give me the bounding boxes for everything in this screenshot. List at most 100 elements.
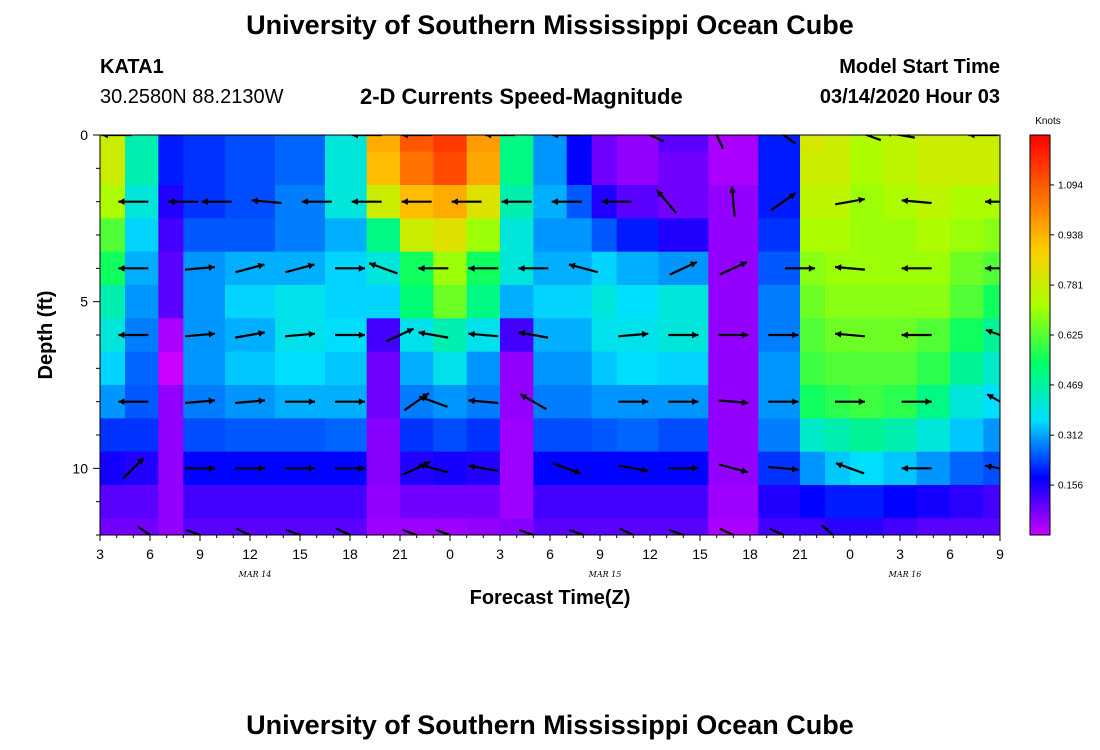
current-vector (285, 398, 315, 406)
colorbar: Knots 1.094 0.938 0.781 0.625 0.469 0.312 0.15… (1029, 116, 1083, 536)
heatmap-cell (591, 518, 618, 535)
heatmap-cell (950, 185, 984, 219)
heatmap-cell (708, 518, 759, 535)
heatmap-cell (366, 418, 401, 453)
colorbar-tick-label: 0.156 (1058, 481, 1083, 492)
heatmap-cell (225, 285, 276, 319)
current-vector (668, 398, 699, 406)
heatmap-cell (500, 518, 534, 535)
x-tick-label: 6 (546, 546, 554, 562)
current-vector (568, 262, 599, 274)
heatmap-cell (500, 285, 534, 319)
heatmap-cell (533, 518, 568, 535)
heatmap-cell (183, 485, 226, 519)
current-vector (351, 135, 382, 139)
heatmap-cell (566, 218, 593, 253)
station-coords: 30.2580N 88.2130W (100, 86, 284, 108)
current-vector (468, 330, 499, 338)
colorbar-tick-label: 1.094 (1058, 180, 1083, 191)
heatmap-cell (125, 218, 159, 253)
heatmap-cell (566, 285, 593, 319)
heatmap-cell (533, 451, 568, 486)
heatmap-cell (400, 135, 434, 153)
heatmap-cell (100, 418, 126, 453)
heatmap-cell (983, 418, 1000, 453)
heatmap-cell (883, 285, 918, 319)
current-vector (351, 198, 382, 206)
heatmap-cell (275, 518, 326, 535)
heatmap-cell (850, 151, 884, 186)
heatmap-cell (708, 351, 759, 386)
heatmap-cell (466, 135, 501, 153)
heatmap-cell (616, 518, 659, 535)
current-vector (301, 198, 332, 206)
heatmap-cell (433, 485, 468, 519)
current-vector (715, 135, 725, 150)
current-vector (985, 264, 1000, 272)
heatmap-cell (616, 218, 659, 253)
heatmap-cell (616, 418, 659, 453)
heatmap-cell (158, 485, 184, 519)
heatmap-cell (433, 218, 468, 253)
heatmap-cell (433, 518, 468, 535)
heatmap-cell (883, 518, 918, 535)
heatmap-cell (983, 485, 1000, 519)
x-tick-label: 3 (496, 546, 504, 562)
current-vector (335, 331, 365, 339)
heatmap-cell (533, 385, 568, 419)
heatmap-cell (950, 485, 984, 519)
heatmap-cell (591, 485, 618, 519)
current-vector (235, 330, 265, 339)
colorbar-tick-label: 0.469 (1058, 380, 1083, 391)
heatmap-cell (100, 451, 126, 486)
heatmap-cell (616, 485, 659, 519)
heatmap-cell (275, 418, 326, 453)
heatmap-cell (758, 151, 801, 186)
heatmap-cell (325, 285, 368, 319)
current-vector (184, 397, 216, 405)
y-tick-label: 10 (72, 460, 88, 476)
heatmap-cell (566, 135, 593, 153)
current-vector (551, 198, 582, 206)
heatmap-cell (591, 251, 618, 286)
heatmap-cell (950, 285, 984, 319)
x-tick-label: 21 (792, 546, 808, 562)
current-vector (118, 331, 149, 339)
model-start-value: 03/14/2020 Hour 03 (819, 86, 1000, 108)
current-vector (834, 264, 866, 271)
current-vector (235, 464, 265, 472)
heatmap-cell (800, 285, 826, 319)
model-start-label: Model Start Time (839, 56, 1000, 78)
heatmap-cell (916, 285, 951, 319)
x-tick-label: 3 (96, 546, 104, 562)
heatmap-cell (883, 485, 918, 519)
heatmap-cell (533, 418, 568, 453)
heatmap-cell (366, 151, 401, 186)
x-tick-label: 18 (342, 546, 358, 562)
x-tick-label: 15 (292, 546, 308, 562)
heatmap-cell (591, 218, 618, 253)
heatmap-cell (158, 251, 184, 286)
heatmap-cell (366, 485, 401, 519)
x-tick-label: 18 (742, 546, 758, 562)
heatmap-cell (916, 218, 951, 253)
heatmap-cell (591, 385, 618, 419)
heatmap-cell (658, 485, 709, 519)
heatmap-cell (225, 351, 276, 386)
heatmap-cell (466, 518, 501, 535)
heatmap-cell (800, 218, 826, 253)
heatmap-cell (658, 351, 709, 386)
current-vector (285, 262, 315, 274)
current-vector (335, 398, 365, 406)
heatmap-cell (183, 151, 226, 186)
heatmap-cell (366, 451, 401, 486)
current-vectors (101, 135, 1000, 535)
heatmap-cell (850, 135, 884, 153)
heatmap-cell (591, 351, 618, 386)
heatmap-cell (658, 135, 709, 153)
heatmap-cell (983, 518, 1000, 535)
heatmap-cell (758, 518, 801, 535)
x-tick-label: 6 (146, 546, 154, 562)
heatmap-cell (466, 218, 501, 253)
heatmap-cell (183, 285, 226, 319)
